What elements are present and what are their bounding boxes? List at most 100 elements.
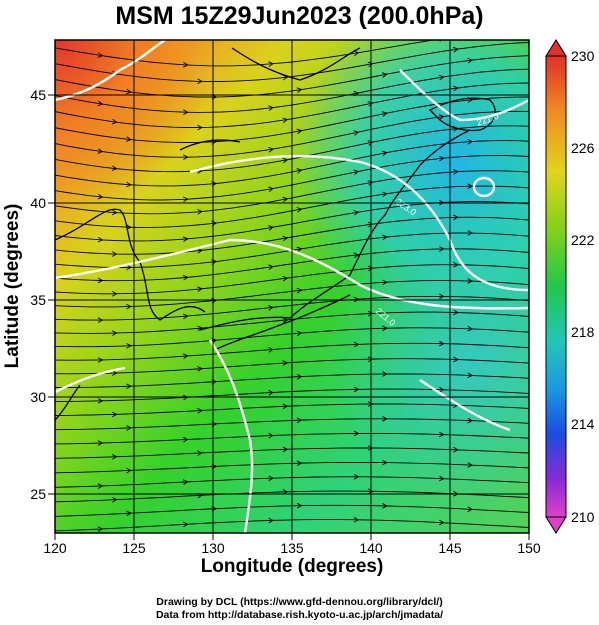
streamline-arrow <box>97 236 104 243</box>
streamline-arrow <box>467 57 474 64</box>
streamline-arrow <box>282 317 289 324</box>
credit-data: Data from http://database.rish.kyoto-u.a… <box>155 609 444 621</box>
streamline-arrow <box>367 140 374 146</box>
streamline-arrow <box>97 277 104 284</box>
streamline-arrow <box>268 264 274 270</box>
streamline-arrow <box>126 88 132 95</box>
x-tick-label: 145 <box>438 540 462 556</box>
streamline-arrow <box>381 191 388 198</box>
streamline-arrow <box>268 61 274 67</box>
streamline-arrow <box>197 407 203 414</box>
streamline-arrow <box>367 221 374 228</box>
streamline-arrow <box>97 317 104 323</box>
y-tick-label: 45 <box>30 87 46 103</box>
streamline-arrow <box>382 416 388 422</box>
streamline-arrow <box>367 356 374 362</box>
streamline-arrow <box>282 360 289 366</box>
streamline-arrow <box>97 440 104 446</box>
streamline-arrow <box>382 234 388 241</box>
y-tick-label: 30 <box>30 389 46 405</box>
streamline-arrow <box>183 154 189 160</box>
streamline-arrow <box>268 517 274 524</box>
chart-title: MSM 15Z29Jun2023 (200.0hPa) <box>115 2 484 30</box>
streamline-arrow <box>367 488 374 494</box>
x-tick-label: 140 <box>359 540 383 556</box>
streamline-arrow <box>183 109 189 115</box>
streamline-arrow <box>438 340 445 347</box>
streamline-arrow <box>467 372 474 379</box>
streamline-arrow <box>381 150 388 157</box>
x-tick-label: 120 <box>43 540 67 556</box>
streamline-arrow <box>111 165 118 172</box>
streamline-arrow <box>467 462 474 468</box>
colorbar-label: 218 <box>571 324 595 340</box>
streamline-arrow <box>453 356 459 363</box>
streamline-arrow <box>296 287 303 294</box>
streamline-arrow <box>282 157 289 164</box>
streamline-arrow <box>268 346 274 353</box>
streamline-arrow <box>353 474 360 480</box>
streamline-arrow <box>126 303 132 310</box>
streamline-arrow <box>439 386 445 393</box>
streamline-arrow <box>282 196 289 203</box>
streamline-arrow <box>268 304 274 311</box>
credit-drawing: Drawing by DCL (https://www.gfd-dennou.o… <box>156 596 443 608</box>
streamline-arrow <box>367 445 374 451</box>
streamline-arrow <box>197 247 203 254</box>
streamline-arrow <box>382 325 388 332</box>
streamline-arrow <box>438 74 445 81</box>
streamline-arrow <box>296 417 303 424</box>
streamline-arrow <box>183 62 189 68</box>
streamline-arrow <box>439 519 445 526</box>
streamline-arrow <box>97 100 104 107</box>
streamline-arrow <box>111 411 118 418</box>
streamline-arrow <box>367 310 374 317</box>
streamline-arrow <box>453 446 459 453</box>
streamline-arrow <box>353 341 360 348</box>
colorbar <box>545 39 567 534</box>
streamline-arrow <box>367 265 374 272</box>
streamline-arrow <box>197 208 203 215</box>
streamline-arrow <box>381 111 388 117</box>
streamline-arrow <box>453 46 459 53</box>
streamline-arrow <box>282 117 289 123</box>
streamline-arrow <box>353 130 360 136</box>
streamline-arrow <box>268 105 274 111</box>
colorbar-label: 226 <box>571 140 595 156</box>
streamline-arrow <box>97 193 104 200</box>
streamline-arrow <box>381 72 388 78</box>
streamline-arrow <box>111 251 118 257</box>
streamline-arrow <box>296 246 303 253</box>
streamline-arrow <box>467 230 474 236</box>
streamline-arrow <box>97 398 104 404</box>
streamline-arrow <box>453 214 459 221</box>
x-tick-label: 135 <box>280 540 304 556</box>
streamline-arrow <box>126 383 132 390</box>
streamline-arrow <box>353 516 360 523</box>
streamline-arrow <box>197 450 203 456</box>
streamline-arrow <box>126 264 132 271</box>
streamline-arrow <box>97 148 104 154</box>
streamline-arrow <box>439 475 445 482</box>
streamline-arrow <box>353 50 360 57</box>
streamline-arrow <box>111 209 118 216</box>
streamline-arrow <box>126 467 132 474</box>
streamline-arrow <box>453 85 459 92</box>
streamline-arrow <box>268 225 274 231</box>
streamline-arrow <box>467 506 474 513</box>
streamline-arrow <box>296 373 303 380</box>
streamline-arrow <box>268 146 274 153</box>
streamline-arrow <box>382 459 388 466</box>
x-tick-label: 150 <box>517 540 541 556</box>
streamline-arrow <box>197 124 203 131</box>
y-tick-label: 35 <box>30 292 46 308</box>
streamline-arrow <box>182 274 189 281</box>
streamline-arrow <box>353 252 360 259</box>
grid-lines <box>55 40 529 533</box>
streamline-arrow <box>438 155 445 162</box>
streamline-arrow <box>268 389 274 396</box>
streamline-arrow <box>197 366 203 372</box>
x-tick-label: 130 <box>201 540 225 556</box>
streamline-arrow <box>353 296 360 303</box>
x-tick-label: 125 <box>122 540 146 556</box>
